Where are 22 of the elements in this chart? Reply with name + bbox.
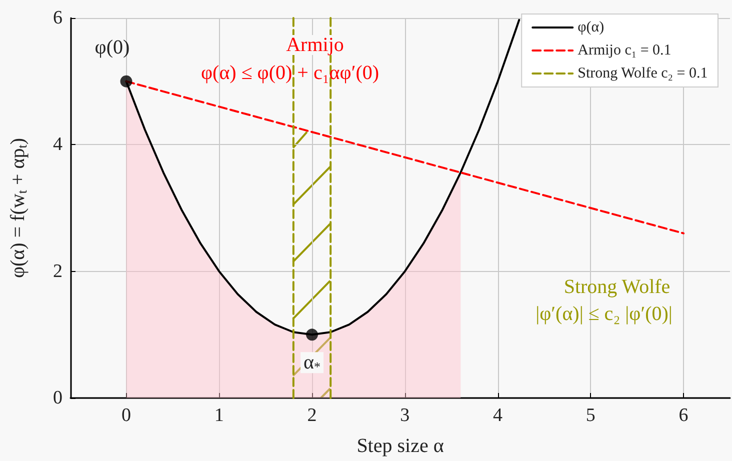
x-tick-label: 1 xyxy=(214,405,224,426)
y-tick-label: 4 xyxy=(53,134,63,156)
annotation: φ(0) xyxy=(94,36,130,58)
y-axis-title: φ(α) = f(wt + αpt) xyxy=(7,138,30,278)
x-tick-label: 3 xyxy=(400,405,410,426)
x-tick-label: 5 xyxy=(586,405,596,426)
annotation: |φ′(α)| ≤ c₂ |φ′(0)| xyxy=(536,303,672,325)
x-tick-label: 4 xyxy=(493,405,504,426)
y-tick-label: 0 xyxy=(53,388,62,408)
y-tick-label: 2 xyxy=(53,260,62,282)
y-tick-label: 6 xyxy=(53,8,62,28)
legend-label: Armijo c₁ = 0.1 xyxy=(578,42,672,58)
annotation: Strong Wolfe xyxy=(564,276,670,298)
x-tick-label: 6 xyxy=(678,405,688,426)
annotation: Armijo xyxy=(286,34,344,56)
legend-label: φ(α) xyxy=(578,20,604,36)
x-tick-label: 0 xyxy=(121,405,131,426)
x-axis-title: Step size α xyxy=(356,435,444,457)
annotation: φ(α) ≤ φ(0) + c₁αφ′(0) xyxy=(200,62,380,84)
legend-label: Strong Wolfe c₂ = 0.1 xyxy=(578,66,708,82)
x-tick-label: 2 xyxy=(307,405,317,426)
annotation: α* xyxy=(304,352,320,374)
